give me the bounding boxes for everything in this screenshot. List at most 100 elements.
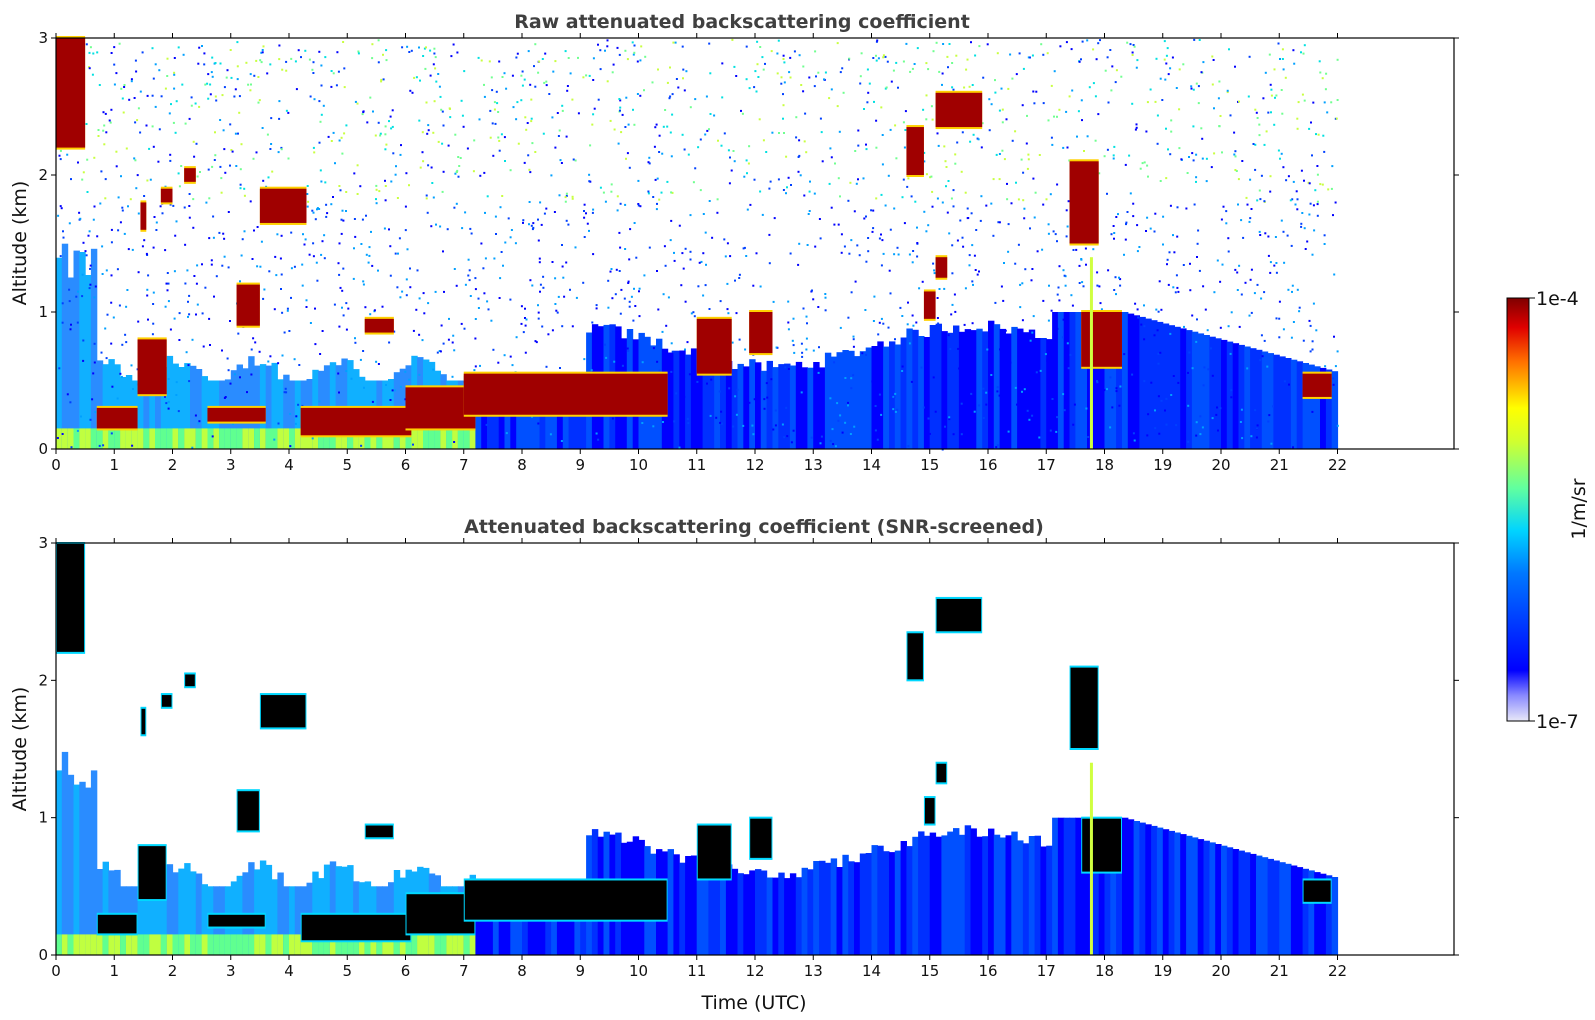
- noise-pixel: [1164, 78, 1167, 81]
- noise-pixel: [223, 237, 226, 240]
- noise-pixel: [990, 374, 993, 376]
- bl-surface: [382, 428, 389, 449]
- noise-pixel: [789, 76, 792, 79]
- noise-pixel: [1021, 390, 1023, 393]
- noise-pixel: [1080, 99, 1083, 102]
- noise-pixel: [384, 179, 386, 182]
- noise-pixel: [113, 46, 116, 49]
- noise-pixel: [167, 407, 170, 410]
- noise-pixel: [209, 83, 212, 86]
- noise-pixel: [164, 249, 167, 252]
- noise-pixel: [167, 400, 170, 403]
- noise-pixel: [704, 284, 707, 287]
- noise-pixel: [669, 66, 671, 69]
- bl-surface: [277, 428, 284, 449]
- noise-pixel: [1103, 155, 1106, 158]
- noise-pixel: [385, 384, 387, 386]
- noise-pixel: [1191, 152, 1194, 155]
- noise-pixel: [762, 139, 765, 142]
- y-tick-label: 2: [38, 166, 48, 184]
- noise-pixel: [1182, 264, 1185, 266]
- noise-pixel: [1178, 108, 1181, 111]
- noise-pixel: [721, 62, 724, 65]
- noise-pixel: [1196, 318, 1198, 321]
- noise-pixel: [479, 174, 482, 177]
- noise-pixel: [312, 211, 315, 214]
- noise-pixel: [648, 246, 651, 249]
- noise-pixel: [1196, 256, 1198, 258]
- noise-pixel: [285, 391, 288, 394]
- bl-column: [190, 365, 197, 449]
- noise-pixel: [758, 118, 761, 121]
- noise-pixel: [1198, 269, 1201, 272]
- noise-pixel: [782, 93, 784, 96]
- noise-pixel: [892, 69, 895, 72]
- noise-pixel: [438, 85, 441, 88]
- noise-pixel: [837, 177, 840, 180]
- noise-pixel: [259, 59, 262, 62]
- cloud-core: [97, 914, 137, 934]
- bl-column: [184, 863, 191, 955]
- noise-pixel: [759, 46, 762, 48]
- bl-column: [976, 328, 983, 449]
- noise-pixel: [1174, 291, 1177, 294]
- noise-pixel: [1092, 82, 1095, 85]
- noise-pixel: [208, 317, 211, 320]
- noise-pixel: [897, 253, 900, 256]
- noise-pixel: [197, 62, 200, 65]
- noise-pixel: [881, 239, 884, 242]
- noise-pixel: [731, 341, 734, 344]
- bl-surface: [265, 934, 273, 955]
- bl-column: [1325, 369, 1333, 449]
- noise-pixel: [951, 303, 954, 306]
- noise-pixel: [439, 225, 442, 228]
- noise-pixel: [110, 228, 113, 231]
- noise-pixel: [1262, 97, 1265, 100]
- noise-pixel: [499, 277, 502, 280]
- noise-pixel: [829, 147, 832, 150]
- noise-pixel: [731, 38, 734, 41]
- noise-pixel: [455, 171, 458, 173]
- noise-pixel: [1030, 279, 1033, 282]
- noise-pixel: [552, 70, 555, 73]
- bl-column: [912, 836, 919, 955]
- noise-pixel: [1073, 403, 1076, 406]
- noise-pixel: [166, 289, 169, 292]
- noise-pixel: [627, 123, 630, 126]
- noise-pixel: [665, 324, 668, 327]
- noise-pixel: [818, 346, 820, 349]
- bl-surface: [143, 934, 150, 955]
- noise-pixel: [610, 268, 613, 270]
- noise-pixel: [927, 417, 930, 420]
- noise-pixel: [91, 398, 94, 401]
- noise-pixel: [654, 178, 657, 181]
- noise-pixel: [247, 83, 250, 86]
- noise-pixel: [1042, 53, 1045, 56]
- bl-column: [1122, 817, 1129, 955]
- noise-pixel: [1009, 53, 1012, 56]
- noise-pixel: [509, 169, 512, 172]
- noise-pixel: [1111, 65, 1114, 68]
- noise-pixel: [867, 91, 870, 94]
- noise-pixel: [69, 401, 72, 404]
- noise-pixel: [1160, 308, 1163, 311]
- noise-pixel: [522, 219, 525, 222]
- noise-pixel: [534, 151, 537, 153]
- noise-pixel: [848, 57, 851, 60]
- noise-pixel: [1081, 40, 1084, 43]
- noise-pixel: [880, 317, 883, 320]
- noise-pixel: [963, 86, 966, 89]
- noise-pixel: [211, 75, 214, 78]
- noise-pixel: [239, 183, 242, 186]
- noise-pixel: [1162, 243, 1164, 246]
- bl-surface: [207, 934, 214, 955]
- noise-pixel: [218, 231, 221, 234]
- noise-pixel: [223, 148, 226, 151]
- noise-pixel: [104, 327, 107, 330]
- noise-pixel: [1273, 264, 1276, 267]
- noise-pixel: [1156, 142, 1159, 145]
- noise-pixel: [1170, 130, 1173, 133]
- noise-pixel: [173, 87, 176, 90]
- noise-pixel: [1189, 262, 1191, 265]
- noise-pixel: [844, 377, 847, 379]
